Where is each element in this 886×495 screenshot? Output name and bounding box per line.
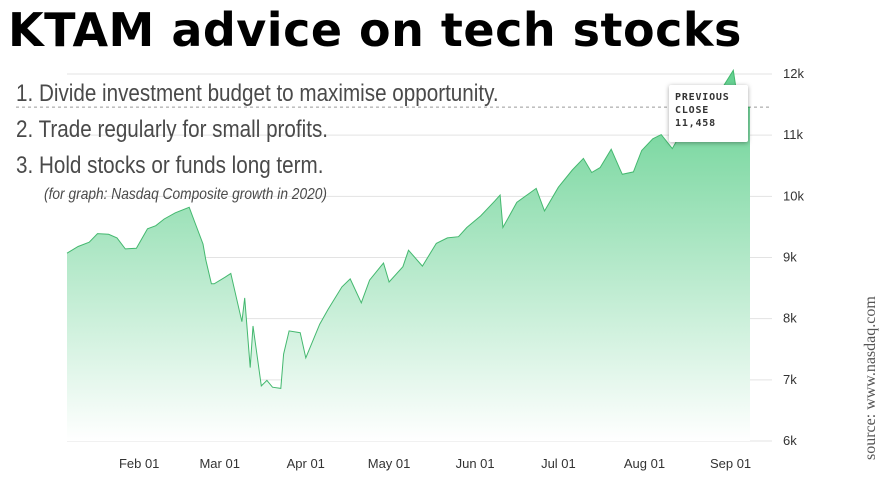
x-tick-label: Jun 01 xyxy=(456,456,495,471)
advice-item-2: 2. Trade regularly for small profits. xyxy=(16,116,329,143)
advice-item-1: 1. Divide investment budget to maximise … xyxy=(16,80,499,107)
y-tick-label: 10k xyxy=(783,188,804,203)
x-axis-tick-labels: Feb 01 Mar 01 Apr 01 May 01 Jun 01 Jul 01 Aug … xyxy=(119,456,751,471)
source-credit: source: www.nasdaq.com xyxy=(862,296,879,460)
y-tick-label: 6k xyxy=(783,433,797,448)
x-tick-label: Sep 01 xyxy=(710,456,751,471)
headline: KTAM advice on tech stocks xyxy=(8,3,742,57)
y-tick-label: 12k xyxy=(783,66,804,81)
y-axis-tick-labels: 6k 7k 8k 9k 10k 11k 12k xyxy=(783,66,804,448)
x-tick-label: May 01 xyxy=(368,456,411,471)
y-tick-label: 7k xyxy=(783,372,797,387)
advice-item-3: 3. Hold stocks or funds long term. xyxy=(16,152,324,179)
graph-note: (for graph: Nasdaq Composite growth in 2… xyxy=(44,186,327,203)
x-tick-label: Apr 01 xyxy=(287,456,325,471)
tooltip-label-previous: PREVIOUS xyxy=(675,92,730,103)
series-line xyxy=(66,68,751,389)
tooltip-label-close: CLOSE xyxy=(675,105,710,116)
series-area xyxy=(66,68,751,442)
y-tick-label: 8k xyxy=(783,311,797,326)
x-tick-label: Mar 01 xyxy=(199,456,239,471)
x-tick-label: Aug 01 xyxy=(624,456,665,471)
x-tick-label: Feb 01 xyxy=(119,456,159,471)
tooltip-value: 11,458 xyxy=(675,118,716,129)
previous-close-tooltip: PREVIOUS CLOSE 11,458 xyxy=(669,85,748,142)
x-tick-label: Jul 01 xyxy=(541,456,576,471)
y-tick-label: 11k xyxy=(783,127,803,142)
y-tick-label: 9k xyxy=(783,250,797,265)
